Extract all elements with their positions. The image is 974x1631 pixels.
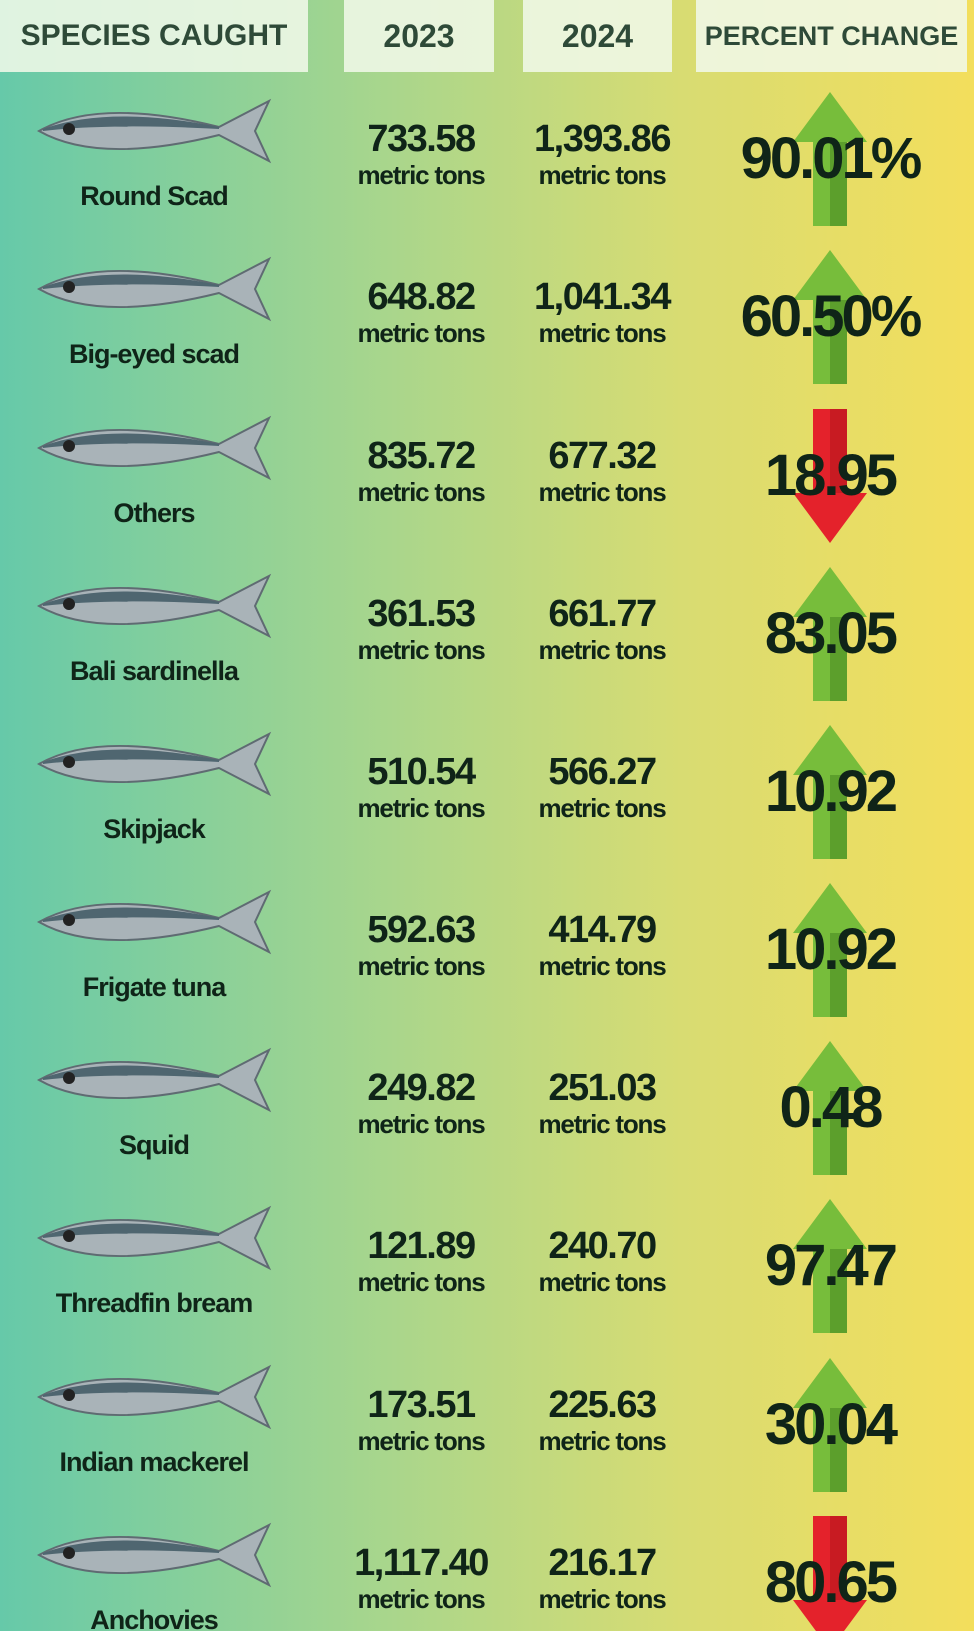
fish-icon — [29, 884, 279, 960]
species-name: Frigate tuna — [4, 972, 304, 1003]
percent-change: 60.50% — [700, 287, 960, 347]
fish-icon — [29, 568, 279, 644]
fish-icon — [29, 251, 279, 327]
fish-eye — [63, 123, 75, 135]
unit-2024: metric tons — [512, 794, 692, 822]
value-2023: 173.51 — [331, 1385, 511, 1425]
header-2024: 2024 — [523, 0, 672, 72]
species-name: Skipjack — [4, 814, 304, 845]
percent-change: 10.92 — [700, 762, 960, 822]
unit-2024: metric tons — [512, 1585, 692, 1613]
species-name: Squid — [4, 1130, 304, 1161]
value-2024: 566.27 — [512, 752, 692, 792]
header-change: PERCENT CHANGE — [696, 0, 967, 72]
value-2024: 1,393.86 — [512, 119, 692, 159]
unit-2023: metric tons — [331, 952, 511, 980]
fish-icon — [29, 93, 279, 169]
species-name: Bali sardinella — [4, 656, 304, 687]
value-2023: 733.58 — [331, 119, 511, 159]
species-name: Big-eyed scad — [4, 339, 304, 370]
percent-change: 10.92 — [700, 920, 960, 980]
infographic: SPECIES CAUGHT 2023 2024 PERCENT CHANGE … — [0, 0, 974, 1631]
value-2023: 648.82 — [331, 277, 511, 317]
value-2023: 121.89 — [331, 1226, 511, 1266]
header-2023: 2023 — [344, 0, 494, 72]
value-2024: 1,041.34 — [512, 277, 692, 317]
percent-change: 90.01% — [700, 129, 960, 189]
value-2024: 216.17 — [512, 1543, 692, 1583]
unit-2023: metric tons — [331, 478, 511, 506]
value-2024: 240.70 — [512, 1226, 692, 1266]
unit-2024: metric tons — [512, 1427, 692, 1455]
fish-eye — [63, 1230, 75, 1242]
value-2024: 225.63 — [512, 1385, 692, 1425]
value-2024: 251.03 — [512, 1068, 692, 1108]
unit-2023: metric tons — [331, 319, 511, 347]
percent-change: 97.47 — [700, 1236, 960, 1296]
unit-2024: metric tons — [512, 1268, 692, 1296]
percent-change: 30.04 — [700, 1395, 960, 1455]
header-species: SPECIES CAUGHT — [0, 0, 308, 72]
fish-eye — [63, 1072, 75, 1084]
unit-2024: metric tons — [512, 478, 692, 506]
fish-eye — [63, 281, 75, 293]
value-2023: 1,117.40 — [331, 1543, 511, 1583]
fish-icon — [29, 1200, 279, 1276]
unit-2023: metric tons — [331, 161, 511, 189]
value-2024: 677.32 — [512, 436, 692, 476]
unit-2024: metric tons — [512, 952, 692, 980]
unit-2023: metric tons — [331, 1427, 511, 1455]
value-2024: 661.77 — [512, 594, 692, 634]
fish-eye — [63, 1389, 75, 1401]
unit-2023: metric tons — [331, 1268, 511, 1296]
value-2023: 361.53 — [331, 594, 511, 634]
fish-eye — [63, 756, 75, 768]
species-name: Indian mackerel — [4, 1447, 304, 1478]
percent-change: 0.48 — [700, 1078, 960, 1138]
species-name: Threadfin bream — [4, 1288, 304, 1319]
fish-icon — [29, 1359, 279, 1435]
species-name: Anchovies — [4, 1605, 304, 1631]
value-2023: 835.72 — [331, 436, 511, 476]
fish-icon — [29, 410, 279, 486]
unit-2023: metric tons — [331, 794, 511, 822]
unit-2023: metric tons — [331, 1110, 511, 1138]
value-2023: 510.54 — [331, 752, 511, 792]
species-name: Others — [4, 498, 304, 529]
fish-icon — [29, 1042, 279, 1118]
fish-eye — [63, 1547, 75, 1559]
fish-eye — [63, 914, 75, 926]
species-name: Round Scad — [4, 181, 304, 212]
value-2024: 414.79 — [512, 910, 692, 950]
unit-2024: metric tons — [512, 636, 692, 664]
unit-2024: metric tons — [512, 161, 692, 189]
value-2023: 592.63 — [331, 910, 511, 950]
unit-2024: metric tons — [512, 319, 692, 347]
unit-2023: metric tons — [331, 636, 511, 664]
fish-icon — [29, 726, 279, 802]
fish-eye — [63, 598, 75, 610]
fish-eye — [63, 440, 75, 452]
unit-2024: metric tons — [512, 1110, 692, 1138]
unit-2023: metric tons — [331, 1585, 511, 1613]
value-2023: 249.82 — [331, 1068, 511, 1108]
fish-icon — [29, 1517, 279, 1593]
percent-change: 80.65 — [700, 1553, 960, 1613]
percent-change: 83.05 — [700, 604, 960, 664]
percent-change: 18.95 — [700, 446, 960, 506]
